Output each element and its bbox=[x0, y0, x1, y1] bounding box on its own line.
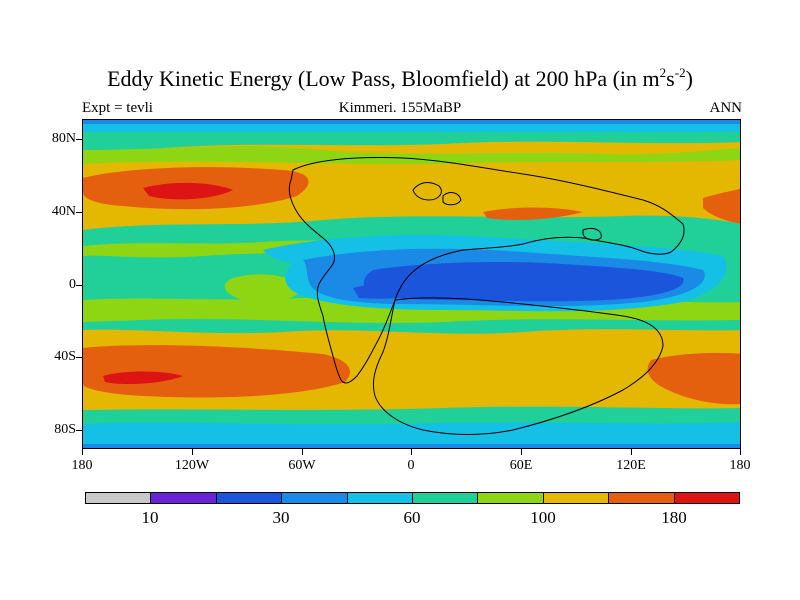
coastline-asia-island bbox=[582, 227, 602, 241]
colorbar-swatch bbox=[478, 493, 544, 503]
colorbar-swatch bbox=[86, 493, 152, 503]
x-tick bbox=[521, 449, 522, 455]
colorbar-swatch bbox=[151, 493, 217, 503]
y-tick bbox=[76, 357, 82, 358]
colorbar-label-10: 10 bbox=[141, 508, 159, 527]
colorbar-swatch bbox=[609, 493, 675, 503]
colorbar-swatch bbox=[413, 493, 479, 503]
field-north-lime bbox=[83, 146, 740, 165]
coastline-gondwana-south bbox=[372, 297, 664, 435]
field-south-polar-band bbox=[83, 443, 740, 448]
coastline-pangaea bbox=[288, 157, 685, 384]
x-tick bbox=[192, 449, 193, 455]
y-tick bbox=[76, 430, 82, 431]
x-label-0: 0 bbox=[407, 458, 415, 473]
y-label-0: 0 bbox=[69, 277, 76, 292]
colorbar-swatch bbox=[282, 493, 348, 503]
field-south-jet-west bbox=[83, 345, 350, 398]
colorbar-swatch bbox=[216, 493, 283, 503]
map-title: Eddy Kinetic Energy (Low Pass, Bloomfiel… bbox=[107, 65, 693, 91]
field-north-cyan-band bbox=[83, 124, 740, 134]
x-label-60w: 60W bbox=[288, 458, 316, 473]
x-label-180w: 180 bbox=[71, 458, 93, 473]
field-north-jet-east bbox=[703, 188, 740, 224]
x-label-120w: 120W bbox=[174, 458, 210, 473]
colorbar-label-60: 60 bbox=[403, 508, 421, 527]
colorbar-swatch bbox=[674, 493, 740, 503]
field-north-green-band bbox=[83, 132, 740, 152]
colorbar-label-180: 180 bbox=[661, 508, 687, 527]
y-label-40s: 40S bbox=[54, 349, 76, 364]
colorbar-label-30: 30 bbox=[272, 508, 290, 527]
coastline-europe-islands bbox=[412, 182, 462, 206]
x-tick bbox=[411, 449, 412, 455]
field-blue-tongue-west bbox=[353, 283, 463, 299]
colorbar-label-100: 100 bbox=[530, 508, 556, 527]
field-south-jet-east bbox=[647, 352, 740, 405]
map-plot bbox=[82, 119, 741, 449]
y-label-40n: 40N bbox=[51, 204, 76, 219]
field-lime-patch-pacific bbox=[224, 274, 305, 303]
colorbar-swatch bbox=[543, 493, 610, 503]
experiment-label: Expt = tevli bbox=[82, 100, 153, 116]
y-label-80s: 80S bbox=[54, 422, 76, 437]
y-tick bbox=[76, 139, 82, 140]
field-south-jet-core bbox=[103, 371, 183, 384]
x-label-60e: 60E bbox=[509, 458, 533, 473]
period-label: Kimmeri. 155MaBP bbox=[338, 100, 462, 116]
field-tethys-orange bbox=[483, 207, 583, 220]
y-tick bbox=[76, 285, 82, 286]
colorbar bbox=[85, 492, 740, 504]
field-north-jet-core bbox=[143, 182, 233, 200]
season-label: ANN bbox=[709, 100, 743, 116]
x-label-120e: 120E bbox=[616, 458, 646, 473]
x-tick bbox=[740, 449, 741, 455]
x-tick bbox=[82, 449, 83, 455]
coastlines bbox=[288, 157, 685, 435]
x-tick bbox=[302, 449, 303, 455]
y-label-80n: 80N bbox=[51, 131, 76, 146]
field-north-polar-band bbox=[83, 120, 740, 125]
x-label-180e: 180 bbox=[729, 458, 751, 473]
colorbar-swatch bbox=[347, 493, 414, 503]
y-tick bbox=[76, 212, 82, 213]
x-tick bbox=[631, 449, 632, 455]
